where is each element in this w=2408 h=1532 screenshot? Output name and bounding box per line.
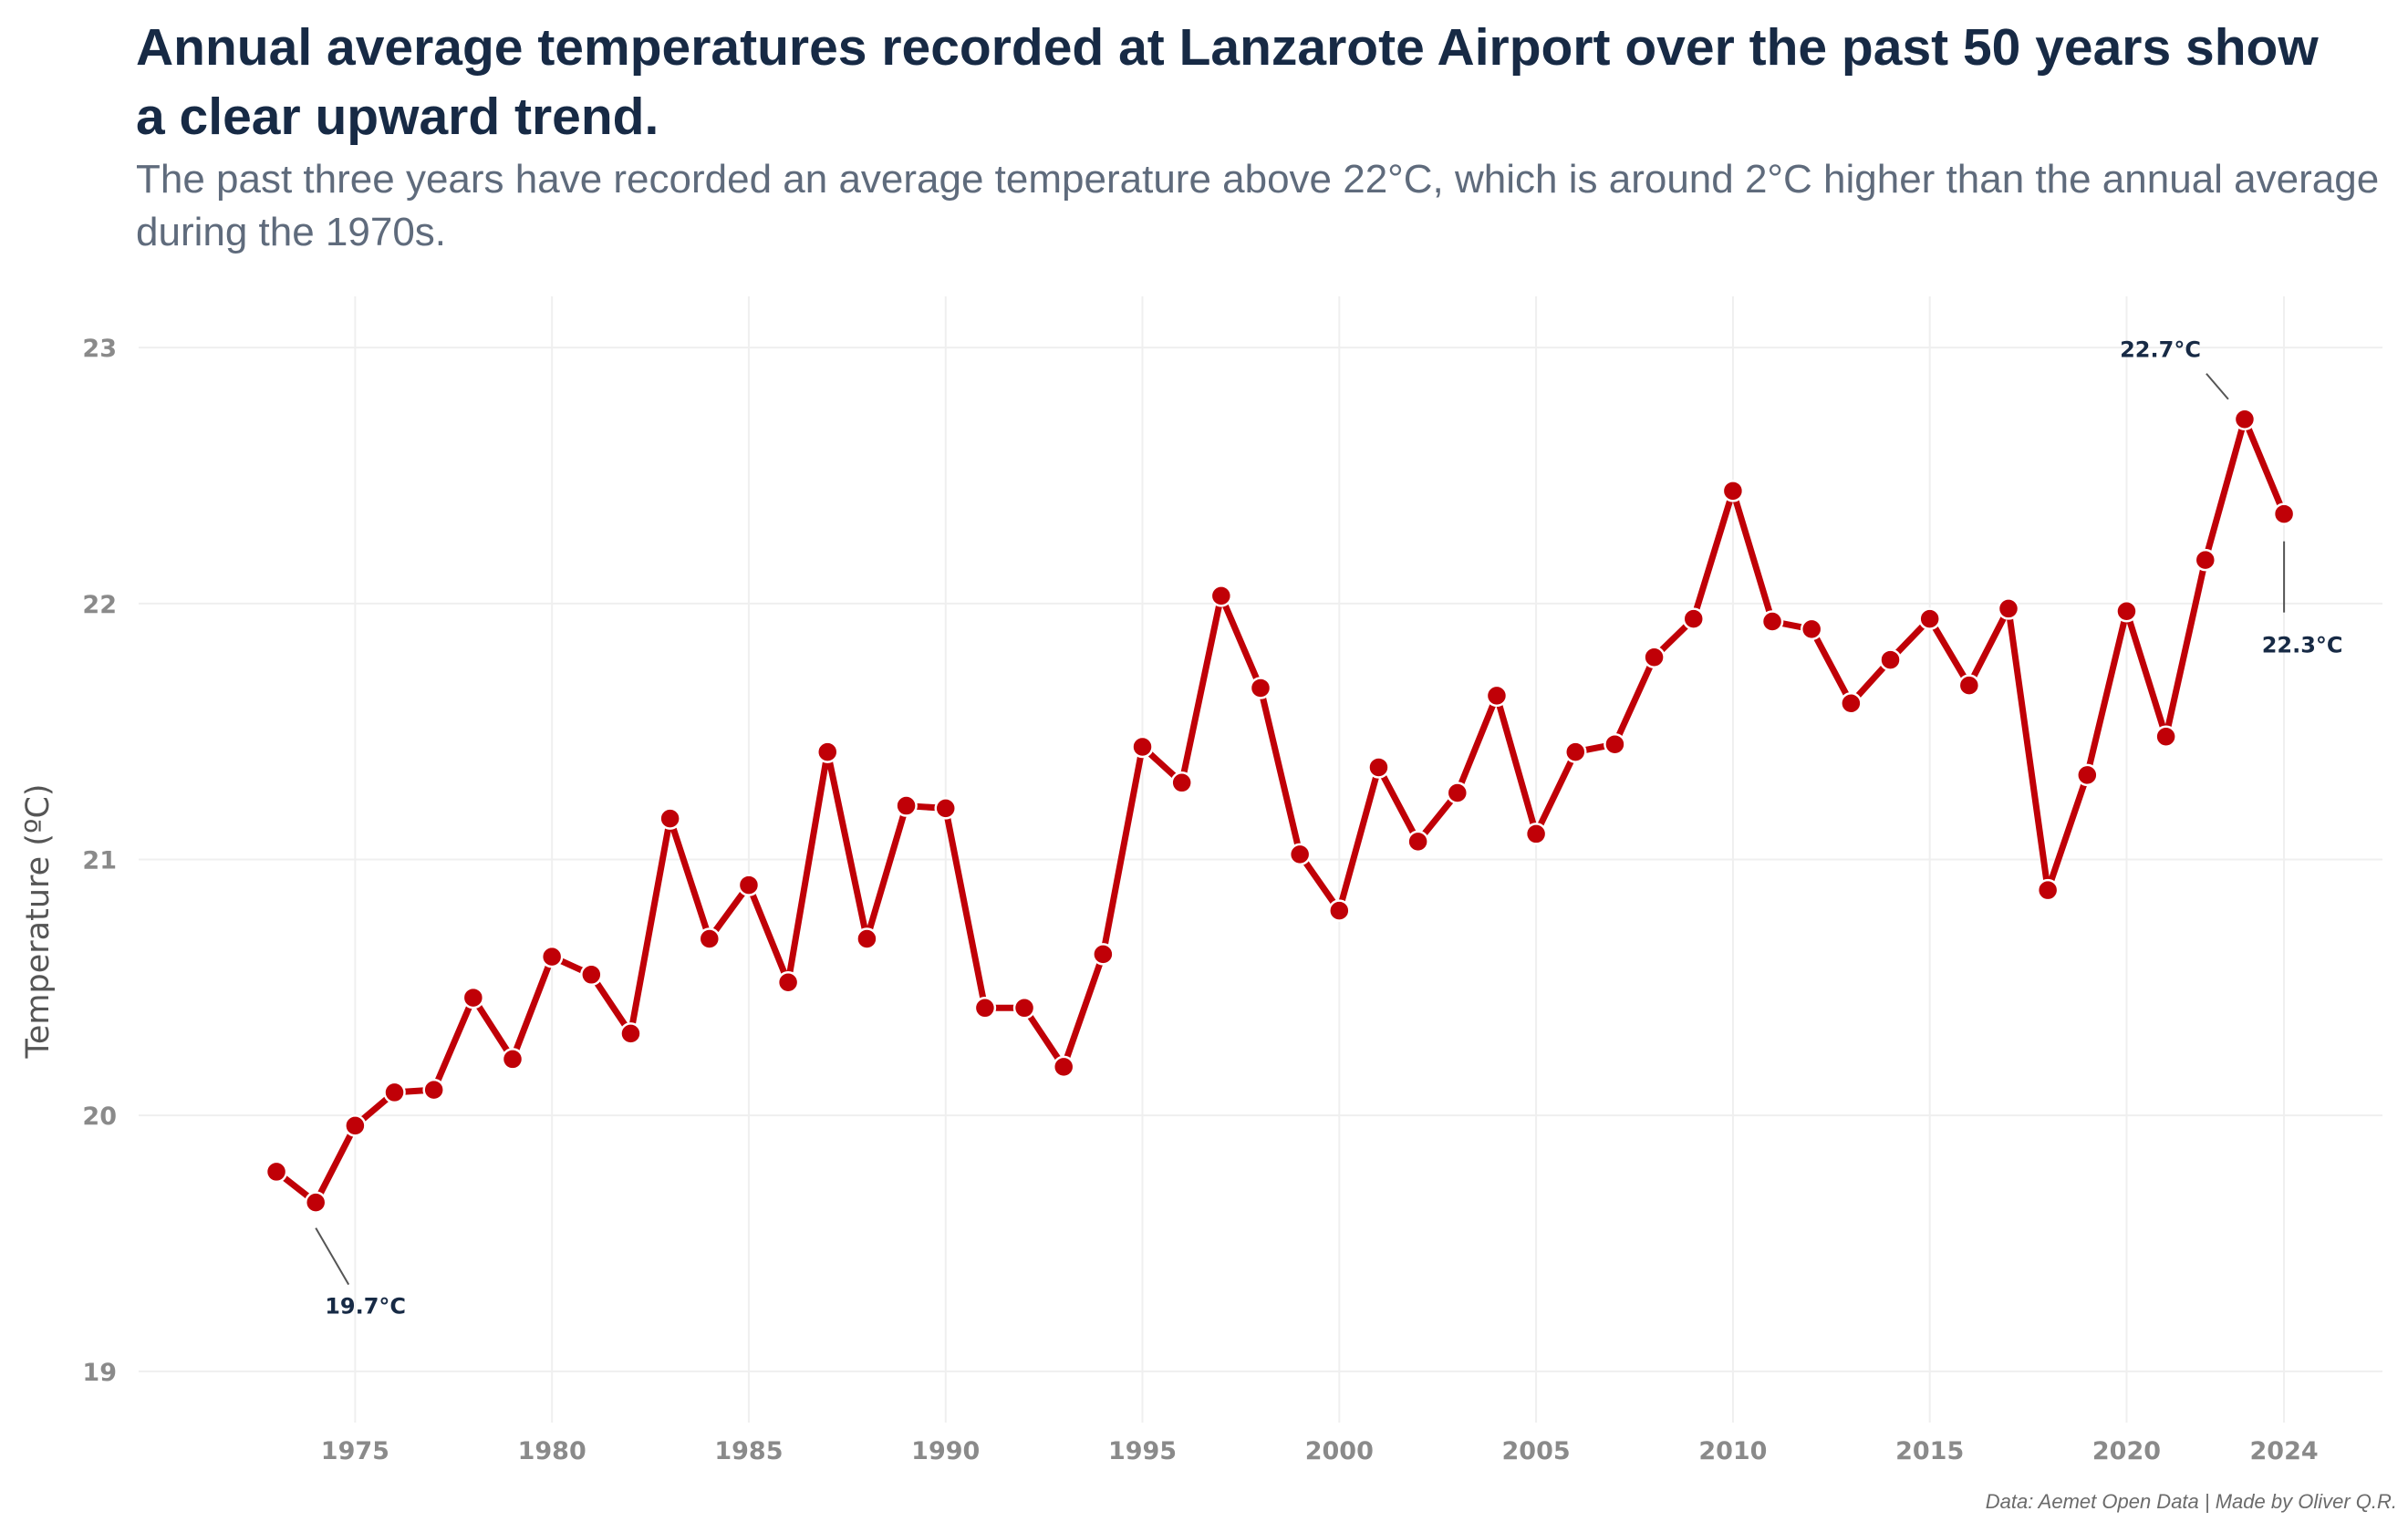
chart-title: Annual average temperatures recorded at … [136,18,2319,146]
data-point [1721,480,1745,502]
data-point [737,874,761,896]
data-point [698,927,721,950]
source-caption: Data: Aemet Open Data | Made by Oliver Q… [1985,1490,2397,1513]
data-point [895,794,918,817]
data-point [1131,735,1154,759]
x-tick-label: 1995 [1108,1437,1177,1465]
x-tick-label: 2020 [2092,1437,2161,1465]
data-point [776,970,800,994]
data-point [2194,548,2217,572]
data-point [1012,997,1036,1020]
data-point [2076,763,2099,787]
data-point [659,807,681,830]
y-tick-label: 21 [82,847,117,875]
y-tick-label: 19 [82,1359,117,1387]
x-tick-label: 1985 [714,1437,783,1465]
x-tick-label: 2010 [1698,1437,1767,1465]
data-point [304,1191,327,1214]
data-point [1328,899,1351,922]
x-tick-labels: 1975 1980 1985 1990 1995 2000 2005 2010 2015 2020… [321,1437,2319,1465]
data-point [1997,597,2020,620]
data-point [1957,674,1981,697]
data-point [1800,617,1823,641]
data-point [856,927,878,950]
annotations: 19.7°C 22.7°C 22.3°C [315,337,2343,1320]
x-tick-label: 2015 [1895,1437,1964,1465]
data-points [265,408,2296,1214]
x-tick-label: 1980 [518,1437,586,1465]
data-point [383,1081,406,1104]
x-tick-label: 1990 [911,1437,980,1465]
annotation-label: 22.7°C [2120,337,2201,363]
annotation-leader-line [2206,373,2229,400]
data-point [422,1078,445,1102]
data-point [816,740,839,763]
data-point [1564,740,1587,763]
data-point [265,1160,288,1184]
data-point [1682,607,1705,630]
chart-subtitle: The past three years have recorded an av… [136,157,2380,254]
data-point [2036,878,2060,902]
data-point [2154,725,2177,749]
data-point [1249,677,1272,699]
data-point [1840,692,1863,715]
data-point [1760,610,1784,633]
data-point [1918,607,1941,630]
data-point [1209,585,1233,607]
y-tick-label: 23 [82,335,117,363]
data-point [934,797,957,820]
annotation-leader-line [315,1227,350,1286]
data-point [580,963,603,987]
data-point [1052,1055,1075,1079]
annotation-label: 22.3°C [2262,633,2343,658]
data-point [1446,782,1469,804]
data-point [2272,502,2296,525]
data-point [1643,646,1666,669]
series-line-layer [273,416,2288,1206]
y-tick-labels: 19 20 21 22 23 [82,335,117,1387]
x-tick-label: 2005 [1502,1437,1571,1465]
data-point [501,1048,524,1071]
data-point [1288,843,1312,866]
data-point [2115,599,2138,623]
series-line [273,416,2288,1206]
grid-lines [139,296,2382,1423]
data-point [619,1022,642,1045]
data-point [1485,684,1509,708]
y-tick-label: 22 [82,591,117,619]
annotation-label: 19.7°C [325,1294,406,1320]
x-tick-label: 2024 [2250,1437,2319,1465]
y-tick-label: 20 [82,1102,117,1131]
data-point [1170,771,1193,794]
data-point [540,945,564,968]
data-point [2233,408,2257,430]
data-point [1604,732,1626,756]
x-tick-label: 2000 [1305,1437,1374,1465]
data-point [1406,830,1429,854]
data-point [1367,756,1390,779]
data-point [1092,943,1115,966]
data-point [1524,823,1548,845]
x-tick-label: 1975 [321,1437,389,1465]
data-point [1879,648,1902,671]
data-point [462,986,485,1009]
data-point [344,1114,367,1137]
data-point [973,997,997,1020]
